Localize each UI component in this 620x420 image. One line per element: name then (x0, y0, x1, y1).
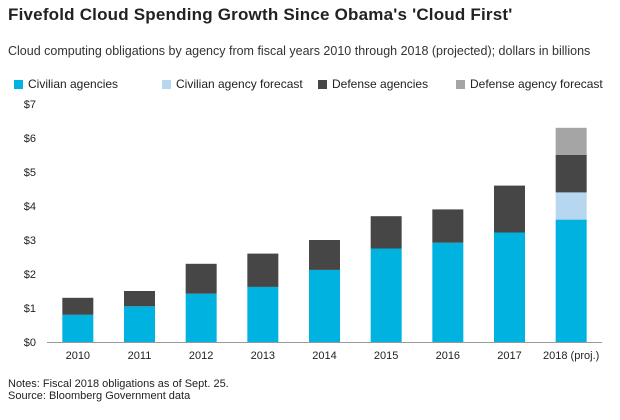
y-tick-label: $5 (24, 167, 36, 179)
bar-segment-defense-forecast (555, 127, 587, 155)
notes-block: Notes: Fiscal 2018 obligations as of Sep… (8, 378, 229, 402)
bar-segment-civilian (124, 306, 155, 342)
bar-segment-civilian (247, 286, 279, 342)
x-tick-label: 2016 (436, 350, 460, 362)
y-tick-label: $0 (24, 337, 36, 349)
legend-label-civilian: Civilian agencies (28, 77, 119, 91)
bar-segment-civilian (185, 293, 217, 342)
bar-segment-defense (432, 209, 464, 243)
legend-swatch-civilian (14, 79, 23, 89)
bar-segment-defense (309, 240, 340, 270)
bar-segment-defense (555, 155, 587, 193)
legend-swatch-civilian-forecast (162, 79, 171, 89)
bar-segment-defense (124, 291, 155, 307)
bar-segment-defense (494, 185, 525, 233)
source-text: Source: Bloomberg Government data (8, 390, 191, 402)
bar-segment-civilian (370, 248, 402, 342)
y-tick-label: $6 (24, 133, 36, 145)
legend-item-defense-forecast: Defense agency forecast (456, 77, 603, 91)
chart-subtitle: Cloud computing obligations by agency fr… (8, 44, 591, 58)
bar-segment-defense (370, 216, 402, 249)
bar-segment-civilian (494, 232, 525, 342)
x-tick-label: 2012 (189, 350, 213, 362)
legend: Civilian agencies Civilian agency foreca… (0, 77, 620, 93)
chart-title: Fivefold Cloud Spending Growth Since Oba… (8, 5, 513, 24)
y-tick-label: $7 (24, 99, 36, 111)
bar-segment-defense (62, 297, 94, 315)
y-tick-label: $1 (24, 303, 36, 315)
bar-segment-defense (247, 253, 279, 287)
bar-chart: $0 $1 $2 $3 $4 $5 $6 $7 2010 2011 2012 2013 2014 2015… (24, 99, 602, 362)
x-tick-label: 2017 (497, 350, 521, 362)
legend-item-civilian-forecast: Civilian agency forecast (162, 77, 303, 91)
legend-label-defense: Defense agencies (332, 77, 429, 91)
bar-segment-civilian (432, 242, 464, 342)
legend-item-civilian: Civilian agencies (14, 77, 118, 91)
legend-swatch-defense-forecast (456, 79, 465, 89)
y-tick-label: $3 (24, 235, 36, 247)
bar-segment-defense (185, 263, 217, 294)
y-tick-label: $2 (24, 269, 36, 281)
legend-label-civilian-forecast: Civilian agency forecast (176, 77, 303, 91)
x-tick-label: 2013 (251, 350, 275, 362)
bar-segment-civilian (309, 269, 340, 342)
x-tick-label: 2014 (312, 350, 336, 362)
x-tick-label: 2015 (374, 350, 398, 362)
y-tick-label: $4 (24, 201, 36, 213)
bar-segment-civilian-forecast (555, 192, 587, 220)
x-tick-label: 2010 (66, 350, 90, 362)
legend-swatch-defense (318, 79, 327, 89)
bar-segment-civilian (555, 219, 587, 342)
notes-text: Notes: Fiscal 2018 obligations as of Sep… (8, 378, 229, 390)
x-tick-label: 2011 (128, 350, 152, 362)
legend-item-defense: Defense agencies (318, 77, 428, 91)
legend-label-defense-forecast: Defense agency forecast (470, 77, 603, 91)
x-tick-label: 2018 (proj.) (543, 350, 599, 362)
bar-segment-civilian (62, 314, 94, 342)
